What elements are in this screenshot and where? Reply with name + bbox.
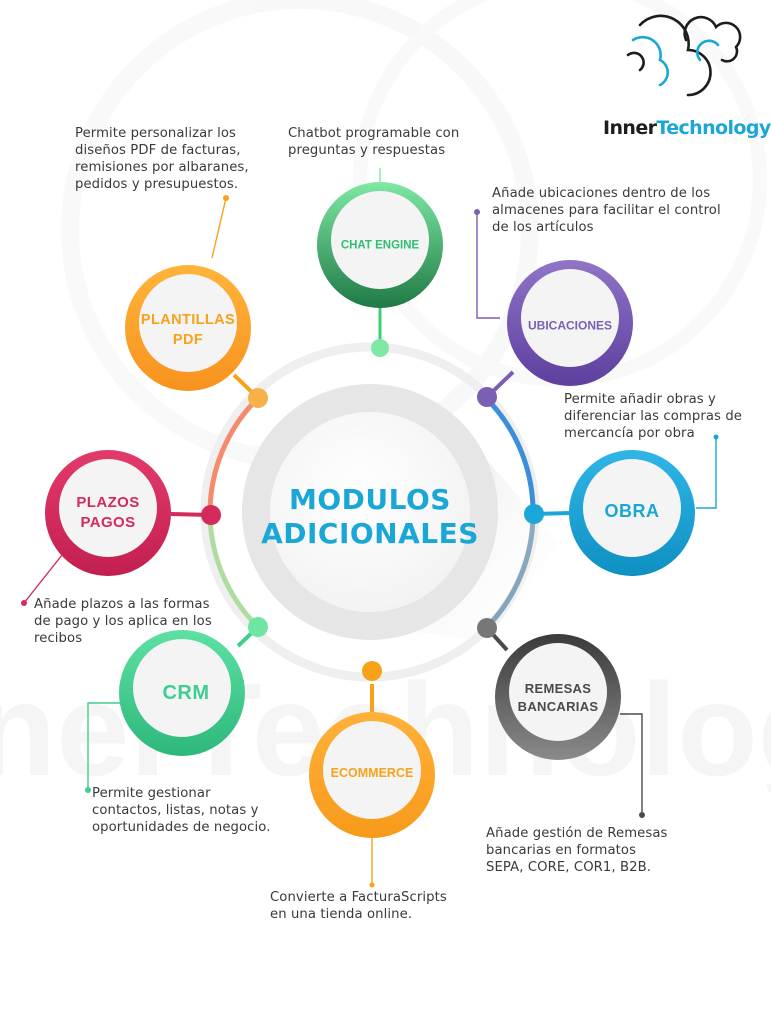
description-chat-engine: Chatbot programable con preguntas y resp… xyxy=(288,126,460,158)
module-label-line: BANCARIAS xyxy=(517,699,599,714)
module-label-plazos-pagos: PLAZOS PAGOS xyxy=(76,493,139,533)
center-title-line1: MODULOS xyxy=(289,483,451,516)
description-plazos-pagos: Añade plazos a las formas de pago y los … xyxy=(34,597,212,646)
module-label-line: PAGOS xyxy=(80,514,136,531)
brand-name-part2: Technology xyxy=(656,117,771,139)
module-label-obra: OBRA xyxy=(605,501,660,521)
description-ubicaciones: Añade ubicaciones dentro de los almacene… xyxy=(492,186,721,235)
module-circle-plantillas-pdf xyxy=(125,265,251,391)
module-circle-remesas-bancarias xyxy=(495,634,621,760)
module-label-line: ECOMMERCE xyxy=(330,766,414,780)
center-title-line2: ADICIONALES xyxy=(261,517,479,550)
module-label-line: CRM xyxy=(162,681,210,704)
module-label-plantillas-pdf: PLANTILLAS PDF xyxy=(141,310,235,350)
description-ecommerce: Convierte a FacturaScripts en una tienda… xyxy=(270,890,447,922)
center-title: MODULOS ADICIONALES xyxy=(261,483,479,551)
center-circle xyxy=(270,412,470,612)
module-label-ubicaciones: UBICACIONES xyxy=(527,318,613,333)
module-label-line: PLANTILLAS xyxy=(140,312,236,328)
description-obra: Permite añadir obras y diferenciar las c… xyxy=(564,392,742,441)
logo-icon xyxy=(626,14,742,97)
module-label-remesas-bancarias: REMESAS BANCARIAS xyxy=(518,680,599,716)
description-remesas-bancarias: Añade gestión de Remesas bancarias en fo… xyxy=(486,826,668,875)
module-circle-plazos-pagos xyxy=(45,450,171,576)
module-circle-ubicaciones xyxy=(507,260,633,386)
brand-name-part1: Inner xyxy=(603,117,657,139)
ring-dots xyxy=(21,183,719,888)
module-circle-ecommerce xyxy=(309,712,435,838)
module-label-ecommerce: ECOMMERCE xyxy=(331,766,414,780)
module-label-line: UBICACIONES xyxy=(527,318,613,333)
module-label-chat-engine: CHAT ENGINE xyxy=(341,240,419,253)
description-crm: Permite gestionar contactos, listas, not… xyxy=(92,786,271,835)
module-label-line: PDF xyxy=(172,332,204,348)
module-label-line: REMESAS xyxy=(524,681,592,696)
module-label-line: OBRA xyxy=(604,500,660,521)
module-circle-obra xyxy=(569,450,695,576)
module-circle-chat-engine xyxy=(317,182,443,308)
module-label-line: CHAT ENGINE xyxy=(340,239,420,252)
module-label-crm: CRM xyxy=(162,682,209,704)
module-circle-crm xyxy=(119,630,245,756)
module-label-line: PLAZOS xyxy=(76,494,140,511)
description-plantillas-pdf: Permite personalizar los diseños PDF de … xyxy=(75,126,249,192)
brand-logo-text: InnerTechnology xyxy=(603,117,771,139)
